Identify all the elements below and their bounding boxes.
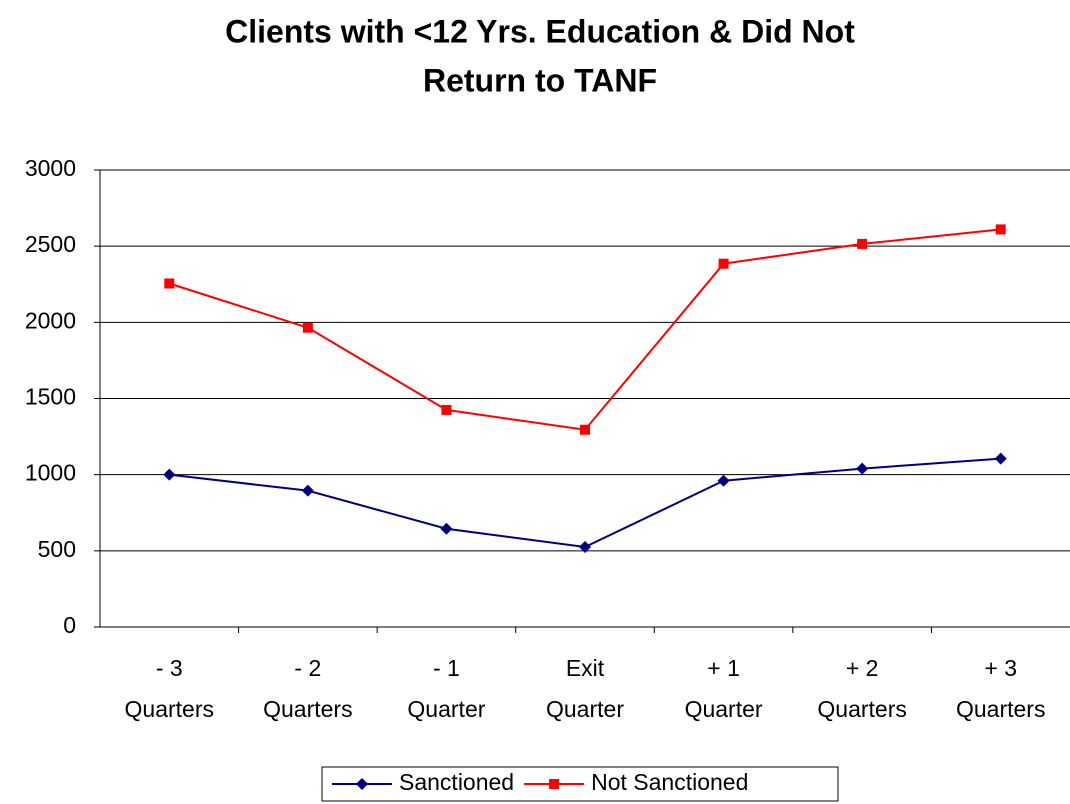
y-tick-label: 0 — [63, 612, 76, 638]
y-tick-label: 1500 — [25, 384, 76, 410]
legend-label: Not Sanctioned — [591, 769, 748, 795]
marker — [995, 224, 1006, 235]
marker — [549, 779, 560, 789]
series-line — [169, 457, 1001, 549]
x-tick-label: + 2 — [846, 655, 879, 681]
x-tick-label: Quarter — [685, 696, 763, 722]
marker — [440, 522, 453, 535]
series-line — [168, 228, 1001, 431]
marker — [579, 541, 591, 554]
y-tick-label: 1000 — [25, 460, 76, 486]
x-tick-label: Quarter — [407, 696, 485, 722]
x-tick-label: Quarter — [546, 696, 624, 722]
marker — [717, 474, 730, 487]
x-tick-label: Exit — [566, 655, 605, 681]
x-tick-label: Quarters — [263, 696, 352, 722]
marker — [356, 778, 368, 790]
x-tick-label: + 3 — [984, 655, 1017, 681]
x-tick-label: - 2 — [294, 655, 321, 681]
marker — [580, 424, 590, 435]
marker — [856, 462, 869, 475]
marker — [441, 404, 452, 415]
marker — [718, 258, 729, 269]
marker — [302, 322, 313, 333]
y-tick-label: 500 — [38, 536, 76, 562]
x-tick-label: Quarters — [817, 696, 906, 722]
x-tick-label: - 3 — [156, 655, 183, 681]
x-tick-label: - 1 — [433, 655, 460, 681]
marker — [994, 452, 1007, 465]
marker — [301, 484, 314, 497]
y-tick-label: 3000 — [25, 155, 76, 181]
x-tick-label: Quarters — [956, 696, 1045, 722]
y-tick-label: 2000 — [25, 307, 76, 333]
y-tick-label: 2500 — [25, 231, 76, 257]
x-tick-label: + 1 — [707, 655, 740, 681]
marker — [164, 278, 175, 289]
x-tick-label: Quarters — [125, 696, 214, 722]
legend-label: Sanctioned — [399, 769, 514, 795]
chart-title: Clients with <12 Yrs. Education & Did No… — [225, 13, 855, 49]
chart-title: Return to TANF — [423, 62, 657, 98]
marker — [163, 468, 176, 481]
marker — [857, 238, 868, 249]
